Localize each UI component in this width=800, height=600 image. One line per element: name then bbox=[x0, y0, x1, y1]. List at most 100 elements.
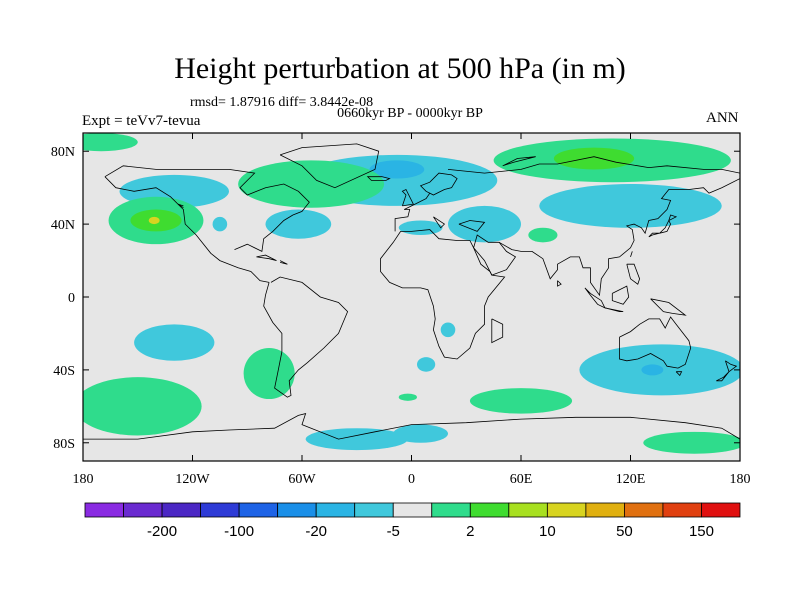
anomaly-region bbox=[416, 357, 436, 372]
colorbar-box bbox=[200, 502, 240, 518]
coastline bbox=[473, 234, 517, 276]
coastline bbox=[458, 220, 486, 232]
coastline bbox=[394, 172, 458, 232]
anomaly-region bbox=[238, 160, 385, 208]
y-tick-label: 0 bbox=[68, 291, 75, 306]
map-panel bbox=[82, 132, 741, 462]
season-label: ANN bbox=[706, 110, 739, 126]
anomaly-region bbox=[398, 220, 443, 236]
coastline bbox=[433, 216, 446, 229]
x-tick-label: 0 bbox=[408, 472, 415, 487]
coastline-layer bbox=[83, 143, 740, 440]
colorbar-box bbox=[277, 502, 317, 518]
experiment-label: Expt = teVv7-tevua bbox=[82, 113, 201, 129]
coastline bbox=[630, 251, 633, 258]
colorbar-label: -5 bbox=[387, 523, 400, 540]
colorbar-box bbox=[701, 502, 741, 518]
coastline bbox=[648, 214, 678, 238]
coastline bbox=[380, 229, 506, 360]
anomaly-region bbox=[440, 322, 456, 338]
colorbar-box bbox=[123, 502, 163, 518]
y-tick-label: 40N bbox=[51, 218, 75, 233]
colorbar-label: -200 bbox=[147, 523, 177, 540]
anomaly-region bbox=[212, 216, 228, 232]
colorbar-box bbox=[585, 502, 625, 518]
colorbar-box bbox=[392, 502, 433, 518]
colorbar-box bbox=[469, 502, 510, 518]
anomaly-region bbox=[265, 209, 332, 239]
coastline bbox=[279, 260, 288, 265]
coastline bbox=[263, 276, 349, 398]
coastline bbox=[366, 176, 391, 181]
coastline bbox=[177, 203, 184, 209]
x-tick-label: 180 bbox=[730, 472, 751, 487]
colorbar-label: 2 bbox=[466, 523, 474, 540]
anomaly-region bbox=[643, 431, 740, 454]
y-tick-label: 80S bbox=[53, 437, 75, 452]
colorbar-box bbox=[546, 502, 587, 518]
anomaly-region bbox=[83, 133, 138, 152]
colorbar-label: 50 bbox=[616, 523, 633, 540]
anomaly-region bbox=[539, 184, 722, 228]
anomaly-region bbox=[148, 216, 160, 225]
anomaly-region bbox=[393, 424, 448, 443]
anomaly-layer bbox=[83, 133, 740, 454]
anomaly-region bbox=[305, 428, 408, 451]
coastline bbox=[491, 318, 504, 344]
coastline bbox=[256, 254, 277, 261]
anomaly-region bbox=[448, 205, 521, 243]
coastline bbox=[604, 307, 624, 313]
colorbar-box bbox=[354, 502, 394, 518]
x-tick-label: 60W bbox=[288, 472, 316, 487]
coastline bbox=[502, 156, 536, 167]
coastline bbox=[498, 178, 740, 297]
coastline bbox=[650, 298, 687, 316]
coastline bbox=[401, 188, 414, 207]
colorbar-box bbox=[508, 502, 548, 518]
coastline bbox=[611, 285, 630, 305]
colorbar-box bbox=[84, 502, 124, 518]
colorbar-box bbox=[315, 502, 356, 518]
coastline bbox=[557, 280, 562, 287]
coastline bbox=[83, 413, 740, 440]
colorbar-box bbox=[161, 502, 201, 518]
x-tick-label: 120W bbox=[175, 472, 210, 487]
anomaly-region bbox=[369, 160, 425, 179]
colorbar-box bbox=[662, 502, 702, 518]
coastline bbox=[104, 165, 310, 253]
coastline bbox=[619, 316, 692, 369]
coastline bbox=[675, 371, 683, 377]
coastline bbox=[626, 263, 641, 285]
x-tick-label: 120E bbox=[616, 472, 646, 487]
period-text: 0660kyr BP - 0000kyr BP bbox=[337, 106, 483, 121]
anomaly-region bbox=[528, 227, 558, 243]
x-axis: 180 120W 60W 0 60E 120E 180 bbox=[73, 133, 751, 487]
y-tick-label: 40S bbox=[53, 364, 75, 379]
colorbar-box bbox=[238, 502, 279, 518]
anomaly-region bbox=[553, 147, 635, 170]
map-title: Height perturbation at 500 hPa (in m) bbox=[174, 52, 626, 85]
colorbar-label: 150 bbox=[689, 523, 714, 540]
colorbar-label: -100 bbox=[224, 523, 254, 540]
coastline bbox=[447, 156, 740, 174]
anomaly-region bbox=[134, 324, 215, 361]
colorbar-label: -20 bbox=[305, 523, 327, 540]
colorbar: -200 -100 -20 -5 2 10 50 150 bbox=[84, 502, 741, 540]
colorbar-box bbox=[624, 502, 664, 518]
x-tick-label: 180 bbox=[73, 472, 94, 487]
coastline bbox=[279, 143, 380, 189]
colorbar-box bbox=[431, 502, 471, 518]
anomaly-region bbox=[398, 393, 417, 401]
coastline bbox=[716, 360, 738, 382]
y-tick-label: 80N bbox=[51, 145, 75, 160]
anomaly-region bbox=[243, 348, 295, 400]
y-axis: 80N 40N 0 40S 80S bbox=[51, 145, 740, 452]
colorbar-label: 10 bbox=[539, 523, 556, 540]
anomaly-region bbox=[641, 364, 664, 376]
anomaly-region bbox=[83, 377, 202, 436]
anomaly-region bbox=[469, 388, 573, 414]
x-tick-label: 60E bbox=[510, 472, 533, 487]
coastline bbox=[104, 176, 270, 283]
stats-text: rmsd= 1.87916 diff= 3.8442e-08 bbox=[190, 95, 374, 110]
